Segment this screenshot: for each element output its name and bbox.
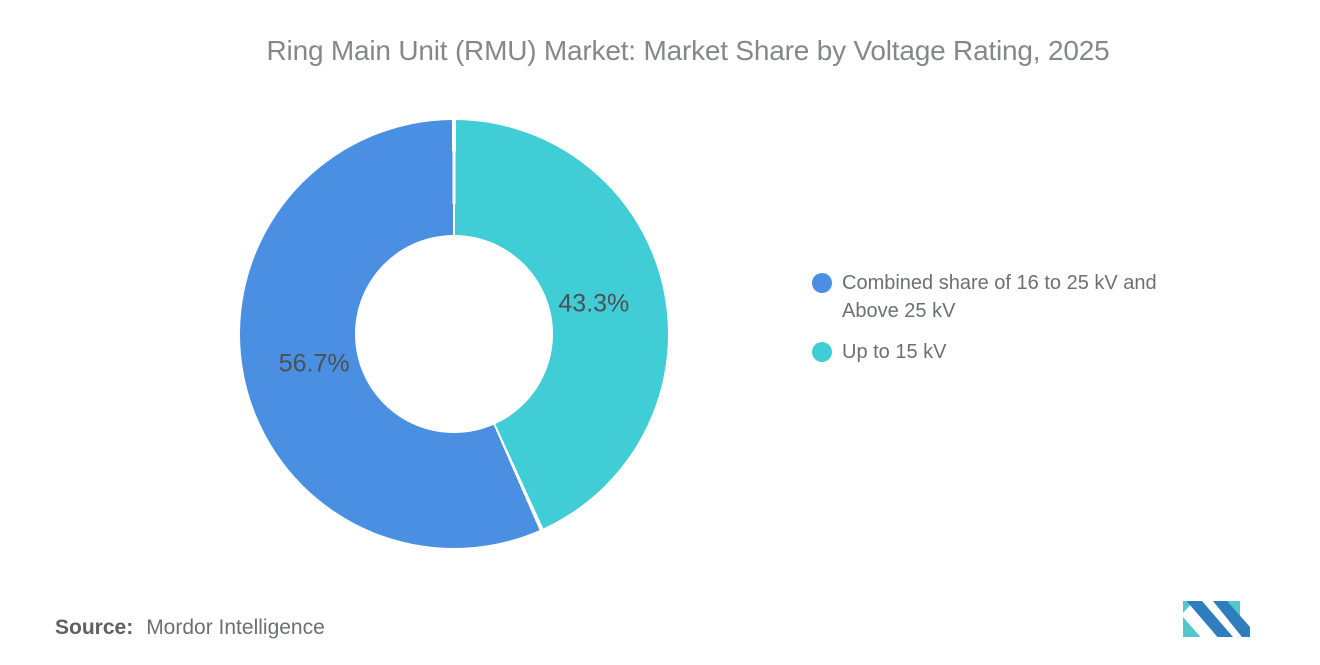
- source-label: Source:: [55, 616, 134, 639]
- legend-item: Combined share of 16 to 25 kV and Above …: [812, 269, 1212, 325]
- slice-percentage-label: 56.7%: [278, 349, 350, 378]
- donut-hole: [355, 235, 553, 433]
- legend-dot-icon: [812, 342, 832, 362]
- legend-item-label: Up to 15 kV: [842, 341, 947, 363]
- legend-item-label: Combined share of 16 to 25 kV and Above …: [842, 272, 1157, 322]
- chart-title: Ring Main Unit (RMU) Market: Market Shar…: [266, 35, 1110, 66]
- source-value: Mordor Intelligence: [146, 616, 325, 639]
- donut-chart: 56.7% 43.3%: [240, 120, 668, 548]
- mordor-intelligence-logo: [1183, 601, 1250, 637]
- chart-legend: Combined share of 16 to 25 kV and Above …: [812, 269, 1212, 366]
- legend-dot-icon: [812, 273, 832, 293]
- slice-percentage-label: 43.3%: [558, 289, 630, 318]
- legend-item: Up to 15 kV: [812, 338, 1212, 366]
- source-line: Source: Mordor Intelligence: [55, 616, 325, 640]
